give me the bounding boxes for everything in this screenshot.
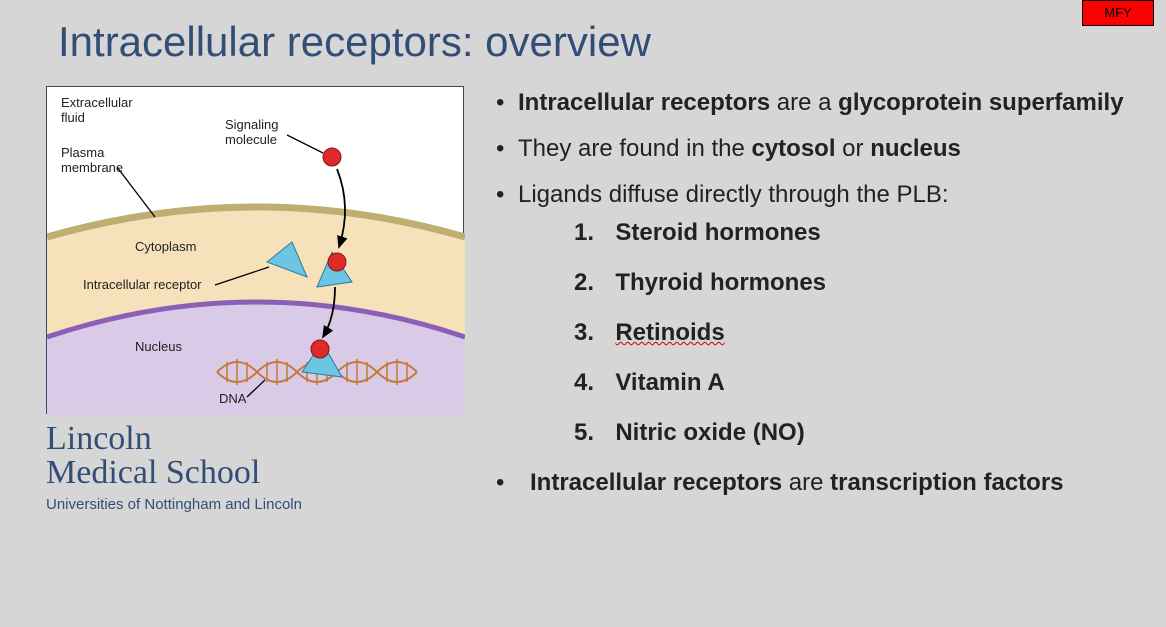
list-item-3-text: Retinoids (615, 319, 724, 346)
label-plasma: Plasma membrane (61, 145, 131, 175)
label-nucleus: Nucleus (135, 339, 182, 354)
bullet-4: Intracellular receptors are transcriptio… (490, 468, 1150, 498)
school-logo: Lincoln Medical School Universities of N… (46, 420, 302, 513)
cell-diagram: Extracellular fluid Signaling molecule P… (46, 86, 464, 414)
logo-line1: Lincoln (46, 420, 302, 458)
corner-badge: MFY (1082, 0, 1154, 26)
label-signaling: Signaling molecule (225, 117, 295, 147)
list-item-4: 4. Vitamin A (574, 368, 1150, 398)
bullet-1-term2: glycoprotein superfamily (838, 89, 1123, 116)
slide-content: Intracellular receptors are a glycoprote… (490, 88, 1150, 514)
bullet-1-mid: are a (770, 89, 838, 116)
list-item-5-text: Nitric oxide (NO) (615, 419, 804, 446)
label-cytoplasm: Cytoplasm (135, 239, 196, 254)
bullet-2-mid: or (836, 135, 871, 162)
bullet-2-w2: nucleus (870, 135, 961, 162)
list-item-2: 2. Thyroid hormones (574, 268, 1150, 298)
list-item-5: 5. Nitric oxide (NO) (574, 418, 1150, 448)
list-item-4-text: Vitamin A (615, 369, 724, 396)
logo-subtitle: Universities of Nottingham and Lincoln (46, 496, 302, 513)
label-receptor: Intracellular receptor (83, 277, 202, 292)
slide-title: Intracellular receptors: overview (58, 18, 651, 66)
logo-line2: Medical School (46, 454, 302, 492)
bullet-4-mid: are (782, 469, 830, 496)
bullet-2-w1: cytosol (751, 135, 835, 162)
bullet-2: They are found in the cytosol or nucleus (490, 134, 1150, 164)
list-item-1-text: Steroid hormones (615, 219, 820, 246)
ligand-list: 1. Steroid hormones 2. Thyroid hormones … (518, 218, 1150, 448)
list-item-3: 3. Retinoids (574, 318, 1150, 348)
bullet-4-term2: transcription factors (830, 469, 1063, 496)
bullet-4-term1: Intracellular receptors (530, 469, 782, 496)
list-item-1: 1. Steroid hormones (574, 218, 1150, 248)
bullet-2-pre: They are found in the (518, 135, 751, 162)
bullet-3-text: Ligands diffuse directly through the PLB… (518, 181, 949, 208)
bullet-1: Intracellular receptors are a glycoprote… (490, 88, 1150, 118)
list-item-2-text: Thyroid hormones (615, 269, 826, 296)
bullet-1-term1: Intracellular receptors (518, 89, 770, 116)
label-extracellular: Extracellular fluid (61, 95, 141, 125)
label-dna: DNA (219, 391, 246, 406)
bullet-3: Ligands diffuse directly through the PLB… (490, 180, 1150, 448)
